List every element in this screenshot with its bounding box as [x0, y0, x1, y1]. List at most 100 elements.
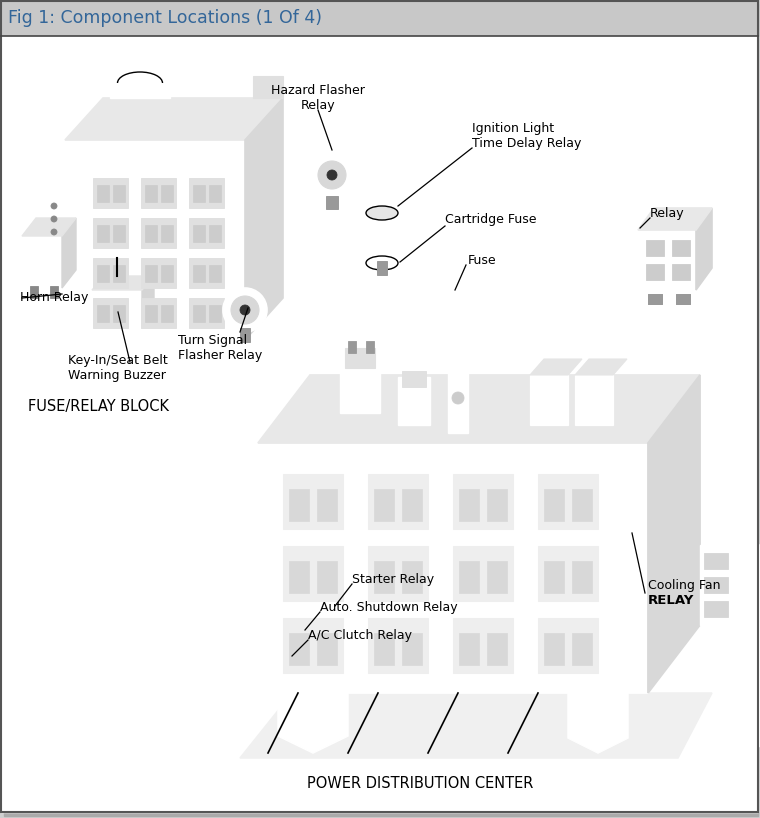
Bar: [113, 305, 125, 322]
Bar: [459, 489, 479, 521]
Polygon shape: [62, 218, 76, 288]
Circle shape: [318, 161, 346, 189]
Bar: [141, 178, 176, 208]
Bar: [544, 489, 564, 521]
Polygon shape: [65, 98, 283, 140]
Bar: [75, 340, 135, 358]
Polygon shape: [92, 276, 154, 290]
Bar: [97, 305, 109, 322]
Text: Hazard Flasher
Relay: Hazard Flasher Relay: [271, 84, 365, 112]
Bar: [97, 225, 109, 242]
Text: RELAY: RELAY: [648, 594, 695, 606]
Bar: [30, 286, 38, 298]
Bar: [402, 371, 426, 387]
Polygon shape: [638, 208, 712, 230]
Bar: [209, 305, 221, 322]
Bar: [161, 185, 173, 202]
Circle shape: [51, 216, 57, 222]
Bar: [544, 633, 564, 665]
Bar: [451, 346, 465, 368]
Polygon shape: [22, 218, 76, 236]
Bar: [193, 305, 205, 322]
Bar: [258, 443, 648, 693]
Bar: [193, 225, 205, 242]
Text: POWER DISTRIBUTION CENTER: POWER DISTRIBUTION CENTER: [307, 775, 534, 790]
Bar: [700, 545, 732, 625]
Text: Relay: Relay: [650, 206, 685, 219]
Bar: [453, 546, 513, 601]
Bar: [289, 561, 309, 593]
Text: Turn Signal
Flasher Relay: Turn Signal Flasher Relay: [178, 334, 262, 362]
Text: A/C Clutch Relay: A/C Clutch Relay: [308, 630, 412, 642]
Bar: [141, 258, 176, 288]
Bar: [317, 633, 337, 665]
Bar: [648, 294, 662, 304]
Bar: [538, 474, 598, 529]
Bar: [348, 341, 356, 353]
Bar: [317, 489, 337, 521]
Polygon shape: [530, 359, 582, 375]
Bar: [538, 618, 598, 673]
Text: Starter Relay: Starter Relay: [352, 573, 434, 587]
Bar: [189, 298, 224, 328]
Bar: [374, 489, 394, 521]
Bar: [93, 298, 128, 328]
Bar: [646, 264, 664, 280]
Bar: [317, 561, 337, 593]
Bar: [92, 290, 142, 328]
Bar: [374, 561, 394, 593]
Bar: [141, 218, 176, 248]
Bar: [572, 633, 592, 665]
Bar: [377, 261, 387, 275]
Bar: [240, 328, 250, 342]
Bar: [113, 265, 125, 282]
Circle shape: [240, 305, 250, 315]
Circle shape: [308, 151, 356, 199]
Ellipse shape: [366, 206, 398, 220]
Polygon shape: [258, 375, 700, 443]
Bar: [487, 489, 507, 521]
Bar: [283, 546, 343, 601]
Bar: [145, 225, 157, 242]
Bar: [676, 294, 690, 304]
Text: Cartridge Fuse: Cartridge Fuse: [445, 213, 537, 227]
Bar: [487, 633, 507, 665]
Bar: [459, 561, 479, 593]
Bar: [704, 601, 728, 617]
Bar: [189, 178, 224, 208]
Bar: [161, 305, 173, 322]
Polygon shape: [253, 76, 283, 98]
Bar: [161, 225, 173, 242]
Bar: [538, 546, 598, 601]
Bar: [368, 618, 428, 673]
Bar: [366, 341, 374, 353]
Bar: [193, 185, 205, 202]
Bar: [43, 200, 65, 240]
Bar: [402, 561, 422, 593]
Circle shape: [100, 344, 110, 354]
Bar: [398, 377, 430, 425]
Bar: [572, 489, 592, 521]
Polygon shape: [568, 693, 628, 753]
Bar: [648, 294, 662, 304]
Bar: [93, 258, 128, 288]
Polygon shape: [648, 375, 700, 693]
Bar: [368, 546, 428, 601]
Bar: [289, 633, 309, 665]
Bar: [530, 375, 568, 425]
Polygon shape: [240, 693, 712, 758]
Bar: [65, 140, 245, 340]
Bar: [161, 265, 173, 282]
Bar: [732, 545, 760, 728]
Bar: [283, 474, 343, 529]
Polygon shape: [720, 728, 760, 746]
Bar: [145, 305, 157, 322]
Bar: [402, 633, 422, 665]
Bar: [189, 218, 224, 248]
Circle shape: [592, 737, 604, 749]
Polygon shape: [245, 98, 283, 340]
Bar: [402, 489, 422, 521]
Polygon shape: [142, 276, 154, 328]
Bar: [289, 489, 309, 521]
Bar: [544, 561, 564, 593]
